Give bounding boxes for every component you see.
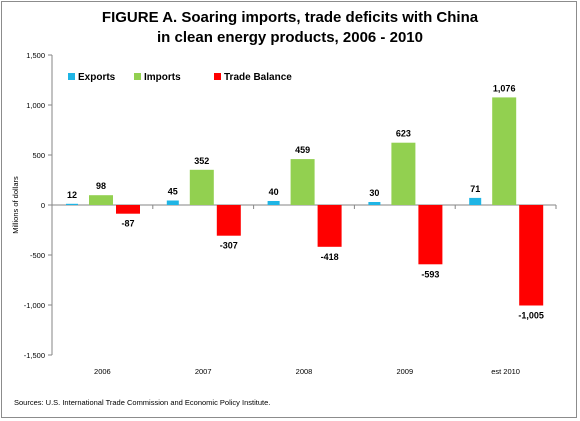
bar-imports	[492, 97, 517, 205]
y-tick-label: -1,500	[24, 351, 45, 360]
bar-imports	[290, 159, 315, 205]
data-label-imports: 1,076	[493, 83, 516, 93]
bar-exports	[267, 201, 280, 205]
source-note: Sources: U.S. International Trade Commis…	[14, 398, 271, 407]
x-tick-label: 2006	[94, 367, 111, 376]
data-label-trade-balance: -1,005	[518, 311, 544, 321]
bar-trade-balance	[519, 205, 544, 306]
bar-trade-balance	[116, 205, 140, 214]
chart-title: FIGURE A. Soaring imports, trade deficit…	[0, 8, 580, 48]
bar-imports	[391, 142, 416, 205]
y-axis-title: Millions of dollars	[11, 176, 20, 234]
data-label-exports: 12	[67, 190, 77, 200]
bar-exports	[368, 202, 381, 205]
title-line-2: in clean energy products, 2006 - 2010	[157, 29, 423, 46]
y-tick-label: -500	[30, 251, 45, 260]
data-label-trade-balance: -593	[421, 269, 439, 279]
bar-imports	[189, 169, 214, 205]
x-tick-label: 2009	[396, 367, 413, 376]
bar-imports	[89, 195, 113, 205]
data-label-imports: 623	[396, 129, 411, 139]
bar-trade-balance	[418, 205, 443, 265]
y-tick-label: -1,000	[24, 301, 45, 310]
data-label-exports: 30	[369, 188, 379, 198]
legend-label: Imports	[144, 72, 181, 83]
y-tick-label: 1,000	[26, 101, 45, 110]
x-tick-label: 2007	[195, 367, 212, 376]
data-label-imports: 459	[295, 145, 310, 155]
legend-label: Exports	[78, 72, 116, 83]
bar-trade-balance	[317, 205, 342, 247]
bar-trade-balance	[216, 205, 241, 236]
legend-swatch	[134, 73, 141, 80]
bar-exports	[469, 197, 482, 205]
y-tick-label: 500	[32, 151, 45, 160]
data-label-imports: 352	[194, 156, 209, 166]
bar-exports	[166, 200, 179, 205]
x-tick-label: 2008	[296, 367, 313, 376]
legend-label: Trade Balance	[224, 72, 292, 83]
bar-exports	[66, 203, 78, 205]
legend-swatch	[68, 73, 75, 80]
y-tick-label: 0	[41, 201, 45, 210]
data-label-trade-balance: -87	[121, 219, 134, 229]
data-label-imports: 98	[96, 181, 106, 191]
y-tick-label: 1,500	[26, 51, 45, 60]
data-label-exports: 40	[269, 187, 279, 197]
legend-swatch	[214, 73, 221, 80]
data-label-trade-balance: -307	[220, 241, 238, 251]
data-label-exports: 71	[470, 184, 480, 194]
data-label-trade-balance: -418	[321, 252, 339, 262]
x-tick-label: est 2010	[491, 367, 520, 376]
data-label-exports: 45	[168, 187, 178, 197]
title-line-1: FIGURE A. Soaring imports, trade deficit…	[101, 9, 479, 26]
